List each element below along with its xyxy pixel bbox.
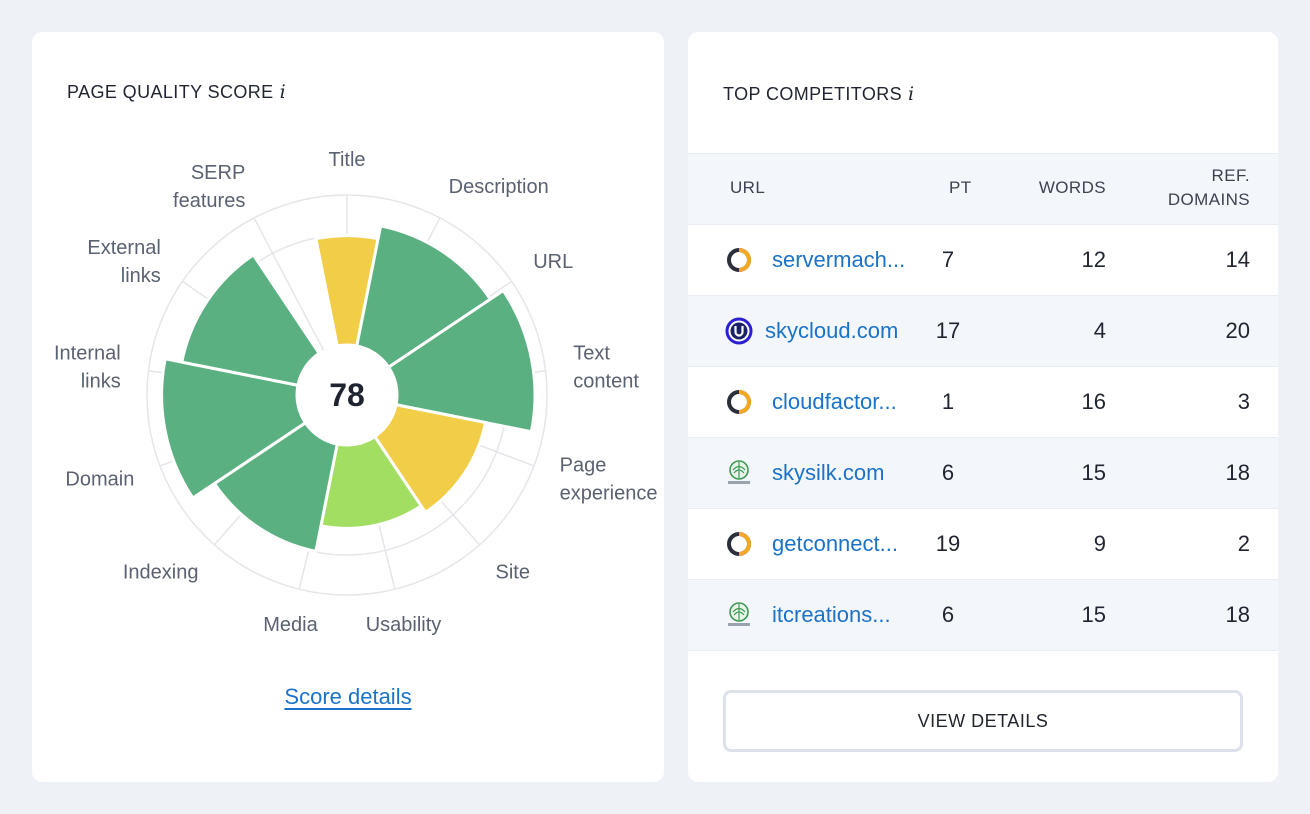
competitor-ref-domains: 18	[1225, 602, 1250, 627]
radar-axis-label: Indexing	[123, 562, 199, 584]
table-row: cloudfactor... 1 16 3	[688, 367, 1278, 438]
radar-axis-label: External links	[87, 237, 160, 287]
radar-axis-label: Text content	[573, 343, 639, 393]
competitor-pt: 7	[941, 247, 955, 272]
earth-logo-icon	[725, 601, 753, 629]
competitor-pt: 6	[941, 460, 955, 485]
competitor-pt: 19	[935, 531, 961, 556]
competitor-url-link[interactable]: skysilk.com	[772, 460, 885, 485]
table-row: itcreations... 6 15 18	[688, 580, 1278, 651]
competitor-words: 9	[1093, 531, 1106, 556]
column-header-pt[interactable]: PT	[949, 178, 972, 197]
u-circle-logo-icon	[725, 317, 753, 345]
competitor-ref-domains: 14	[1225, 247, 1250, 272]
ring-logo-icon	[725, 388, 753, 416]
competitor-ref-domains: 18	[1225, 460, 1250, 485]
radar-axis-label: Usability	[366, 614, 442, 636]
radar-axis-label: Site	[495, 562, 529, 584]
ring-logo-icon	[725, 246, 753, 274]
score-details-link[interactable]: Score details	[284, 684, 412, 709]
page-quality-score: 78	[329, 377, 365, 413]
table-row: getconnect... 19 9 2	[688, 509, 1278, 580]
competitor-url-link[interactable]: getconnect...	[772, 531, 898, 556]
ring-logo-icon	[725, 530, 753, 558]
table-row: servermach... 7 12 14	[688, 225, 1278, 296]
competitor-url-link[interactable]: cloudfactor...	[772, 389, 897, 414]
column-header-url[interactable]: URL	[730, 178, 766, 197]
radar-grid-spoke	[253, 217, 325, 352]
info-icon[interactable]: i	[279, 81, 287, 103]
competitor-ref-domains: 3	[1237, 389, 1250, 414]
top-competitors-card: TOP COMPETITORS i URL PT WORDS REF. DOMAI…	[688, 32, 1278, 782]
view-details-button[interactable]: VIEW DETAILS	[723, 690, 1243, 752]
page-quality-radar-chart: 78 Title Description URL Text content Page expe…	[54, 149, 658, 636]
competitor-words: 4	[1093, 318, 1106, 343]
competitor-ref-domains: 20	[1225, 318, 1250, 343]
radar-center	[297, 345, 397, 445]
competitor-url-link[interactable]: servermach...	[772, 247, 906, 272]
radar-axis-label: Domain	[65, 469, 134, 491]
top-competitors-title: TOP COMPETITORS i	[723, 83, 915, 105]
table-header: URL PT WORDS REF. DOMAINS	[688, 153, 1278, 225]
info-icon[interactable]: i	[908, 83, 915, 105]
table-row: skycloud.com 17 4 20	[688, 296, 1278, 367]
competitor-pt: 1	[941, 389, 955, 414]
competitor-ref-domains: 2	[1237, 531, 1250, 556]
earth-logo-icon	[725, 459, 753, 487]
radar-axis-label: Internal links	[54, 343, 121, 393]
radar-axis-label: Title	[328, 149, 365, 171]
radar-segment-7[interactable]	[179, 252, 322, 388]
competitor-pt: 6	[941, 602, 955, 627]
competitor-words: 16	[1081, 389, 1106, 414]
radar-axis-label: Media	[263, 614, 318, 636]
page-quality-title: PAGE QUALITY SCORE i	[67, 81, 286, 103]
radar-axis-label: SERP features	[173, 162, 245, 212]
competitor-url-link[interactable]: itcreations...	[772, 602, 891, 627]
column-header-ref-domains-line2: DOMAINS	[1167, 190, 1250, 209]
radar-axis-label: Page experience	[560, 455, 658, 505]
competitor-words: 12	[1081, 247, 1106, 272]
top-competitors-title-text: TOP COMPETITORS	[723, 84, 903, 104]
radar-axis-label: URL	[533, 251, 573, 273]
competitor-pt: 17	[935, 318, 961, 343]
competitor-words: 15	[1081, 460, 1106, 485]
table-row: skysilk.com 6 15 18	[688, 438, 1278, 509]
column-header-ref-domains[interactable]: REF. DOMAINS	[1130, 164, 1250, 212]
competitor-words: 15	[1081, 602, 1106, 627]
column-header-ref-domains-line1: REF.	[1211, 166, 1250, 185]
page-quality-title-text: PAGE QUALITY SCORE	[67, 82, 274, 102]
page-quality-card: PAGE QUALITY SCORE i 78 Title Description UR…	[32, 32, 664, 782]
radar-axis-label: Description	[449, 176, 549, 198]
column-header-words[interactable]: WORDS	[1038, 178, 1106, 197]
competitor-url-link[interactable]: skycloud.com	[765, 318, 899, 343]
